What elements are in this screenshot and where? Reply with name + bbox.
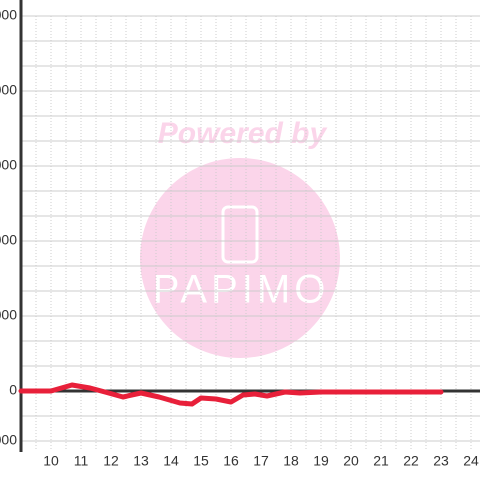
y-tick-label: 30,000 bbox=[0, 307, 17, 323]
x-tick-label: 24 bbox=[463, 453, 479, 469]
x-tick-label: 19 bbox=[313, 453, 329, 469]
y-tick-label: -20,000 bbox=[0, 432, 17, 448]
grid bbox=[21, 15, 480, 451]
x-tick-label: 21 bbox=[373, 453, 389, 469]
y-tick-label: 90,000 bbox=[0, 157, 17, 173]
x-tick-label: 16 bbox=[223, 453, 239, 469]
y-tick-label: 120,000 bbox=[0, 82, 17, 98]
watermark-circle bbox=[140, 158, 340, 358]
y-tick-label: 0 bbox=[9, 382, 17, 398]
x-tick-label: 12 bbox=[103, 453, 119, 469]
x-tick-label: 18 bbox=[283, 453, 299, 469]
watermark-phone bbox=[221, 205, 259, 264]
y-tick-label: 150,000 bbox=[0, 7, 17, 23]
x-tick-label: 22 bbox=[403, 453, 419, 469]
x-tick-label: 13 bbox=[133, 453, 149, 469]
watermark-brand: PAPIMO bbox=[153, 268, 330, 312]
x-tick-label: 15 bbox=[193, 453, 209, 469]
x-tick-label: 14 bbox=[163, 453, 179, 469]
x-tick-label: 23 bbox=[433, 453, 449, 469]
x-tick-label: 17 bbox=[253, 453, 269, 469]
x-tick-label: 10 bbox=[43, 453, 59, 469]
x-tick-label: 11 bbox=[74, 453, 89, 469]
data-line bbox=[18, 382, 444, 407]
y-tick-label: 60,000 bbox=[0, 232, 17, 248]
watermark-title: Powered by bbox=[158, 117, 328, 150]
x-tick-label: 20 bbox=[343, 453, 359, 469]
